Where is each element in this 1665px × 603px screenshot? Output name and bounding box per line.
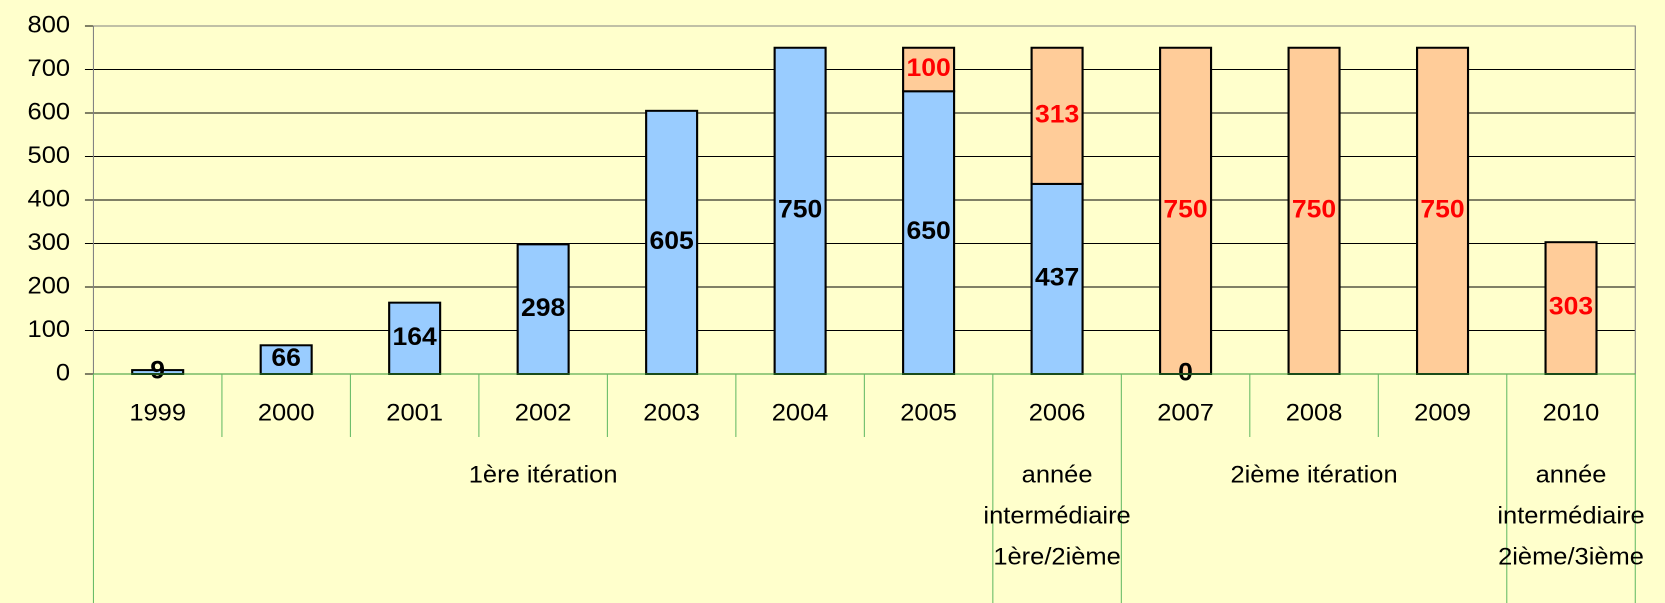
data-label: 164 <box>393 324 438 351</box>
data-label: 313 <box>1035 101 1079 128</box>
bar-segment <box>1287 46 1341 375</box>
data-label: 0 <box>1178 359 1193 386</box>
y-tick-label: 100 <box>28 316 71 342</box>
x-tick-label: 2010 <box>1543 400 1600 426</box>
x-tick-label: 2002 <box>515 400 572 426</box>
y-tick-label: 500 <box>28 142 71 168</box>
y-tick-label: 200 <box>28 273 71 299</box>
data-label: 605 <box>649 228 693 255</box>
bar-segment <box>1030 182 1084 375</box>
x-tick-label: 1999 <box>129 400 186 426</box>
y-tick-label: 0 <box>56 360 70 386</box>
bar-segment <box>516 243 570 375</box>
x-tick-label: 2005 <box>900 400 957 426</box>
bar-segment <box>259 344 313 376</box>
y-tick-label: 400 <box>28 186 71 212</box>
x-tick-label: 2006 <box>1029 400 1086 426</box>
group-label: année <box>1536 462 1607 488</box>
bar-segment <box>902 46 956 93</box>
group-label: 1ère/2ième <box>993 544 1120 570</box>
y-tick-label: 300 <box>28 229 71 255</box>
data-label: 750 <box>1420 196 1464 223</box>
x-tick-label: 2003 <box>643 400 700 426</box>
group-label: 1ère itération <box>469 462 618 488</box>
data-label: 303 <box>1549 293 1593 320</box>
bar-segment <box>773 46 827 375</box>
y-tick-label: 800 <box>28 12 71 38</box>
x-tick-label: 2001 <box>386 400 443 426</box>
bar-segment <box>1415 46 1470 375</box>
group-label: 2ième/3ième <box>1498 544 1644 570</box>
x-tick-label: 2000 <box>258 400 315 426</box>
data-label: 298 <box>521 294 565 321</box>
data-label: 750 <box>778 196 822 223</box>
x-tick-label: 2008 <box>1286 400 1343 426</box>
data-label: 66 <box>271 345 301 372</box>
data-label: 100 <box>906 55 950 82</box>
y-tick-label: 600 <box>28 99 71 125</box>
data-label: 750 <box>1163 196 1207 223</box>
group-label: intermédiaire <box>1497 503 1644 529</box>
data-label: 750 <box>1292 196 1336 223</box>
data-label: 437 <box>1035 264 1079 291</box>
data-label: 9 <box>150 357 165 384</box>
bar-segment <box>1030 46 1084 185</box>
data-label: 650 <box>906 218 950 245</box>
x-tick-label: 2009 <box>1414 400 1471 426</box>
x-tick-label: 2004 <box>772 400 829 426</box>
group-label: 2ième itération <box>1230 462 1397 488</box>
bar-segment <box>645 109 699 375</box>
y-tick-label: 700 <box>28 55 71 81</box>
x-tick-label: 2007 <box>1157 400 1214 426</box>
group-label: intermédiaire <box>983 503 1130 529</box>
bar-segment <box>1544 241 1598 375</box>
group-label: année <box>1022 462 1093 488</box>
